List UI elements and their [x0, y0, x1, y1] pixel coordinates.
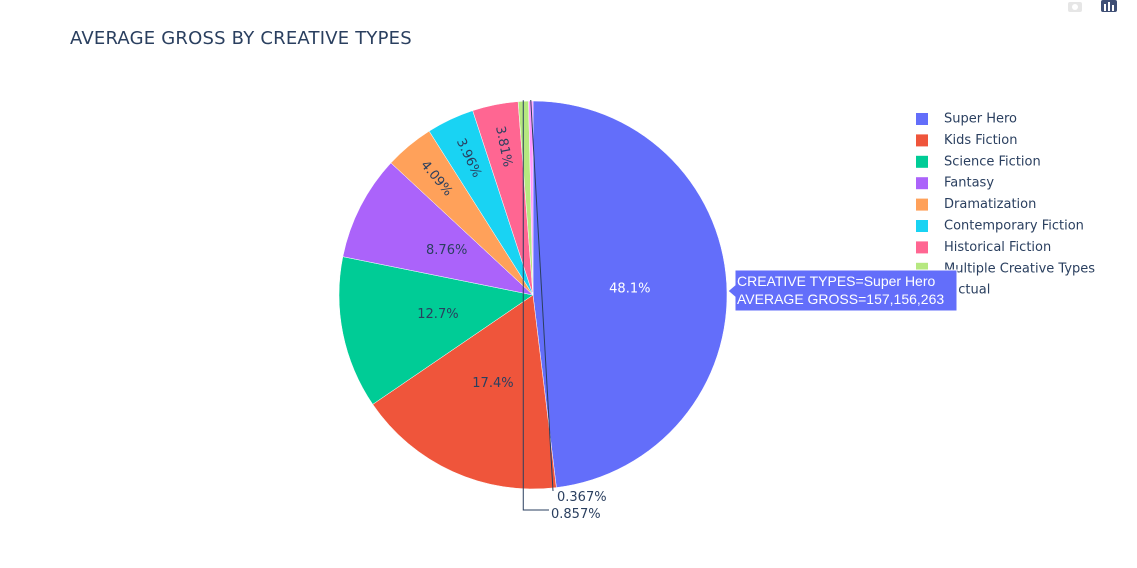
legend-swatch — [916, 155, 928, 168]
legend-label: Super Hero — [944, 112, 1017, 127]
pie-slice-fantasy[interactable] — [342, 162, 534, 296]
legend-swatch — [916, 113, 928, 125]
slice-label-super-hero: 48.1% — [609, 282, 650, 297]
slice-label-multiple-creative-types: 0.857% — [551, 507, 601, 522]
legend-label: Kids Fiction — [944, 133, 1018, 148]
legend-swatch — [916, 220, 928, 232]
legend-label: Dramatization — [944, 197, 1036, 212]
camera-icon[interactable] — [1067, 0, 1083, 12]
legend-label: Historical Fiction — [944, 240, 1051, 255]
leader-line-multiple-creative-types — [522, 100, 549, 511]
hover-tooltip: CREATIVE TYPES=Super Hero AVERAGE GROSS=1… — [727, 269, 958, 312]
pie-slice-science-fiction[interactable] — [338, 256, 534, 405]
legend-swatch — [916, 177, 928, 190]
legend-item-dramatization[interactable]: Dramatization — [916, 197, 1036, 212]
slice-label-factual: 0.367% — [557, 490, 607, 505]
legend-item-historical-fiction[interactable]: Historical Fiction — [916, 240, 1051, 255]
legend-item-contemporary-fiction[interactable]: Contemporary Fiction — [916, 219, 1084, 234]
legend-swatch — [916, 198, 928, 211]
legend-label: Fantasy — [944, 176, 994, 191]
hover-line-1: CREATIVE TYPES=Super Hero — [737, 273, 935, 289]
slice-label-fantasy: 8.76% — [426, 243, 467, 258]
plotly-logo-icon[interactable] — [1101, 0, 1117, 12]
legend-label: Science Fiction — [944, 154, 1041, 169]
pie-slice-super-hero[interactable] — [532, 100, 728, 488]
legend-swatch — [916, 134, 928, 147]
slice-label-kids-fiction: 17.4% — [472, 376, 513, 391]
legend-item-fantasy[interactable]: Fantasy — [916, 176, 994, 191]
legend-item-kids-fiction[interactable]: Kids Fiction — [916, 133, 1018, 148]
slice-label-science-fiction: 12.7% — [417, 307, 458, 322]
legend-label: Multiple Creative Types — [944, 261, 1095, 276]
hover-box — [727, 269, 958, 312]
hover-line-2: AVERAGE GROSS=157,156,263 — [737, 291, 944, 307]
chart-title: AVERAGE GROSS BY CREATIVE TYPES — [70, 28, 412, 49]
legend-swatch — [916, 241, 928, 254]
pie-slices — [338, 100, 728, 490]
legend-label: Contemporary Fiction — [944, 219, 1084, 234]
legend-item-super-hero[interactable]: Super Hero — [916, 112, 1017, 127]
hover-label: CREATIVE TYPES=Super Hero AVERAGE GROSS=1… — [727, 269, 958, 312]
pie-slice-kids-fiction[interactable] — [372, 294, 557, 490]
leader-line-factual — [530, 99, 554, 492]
legend-item-science-fiction[interactable]: Science Fiction — [916, 154, 1041, 169]
modebar — [1067, 0, 1117, 12]
